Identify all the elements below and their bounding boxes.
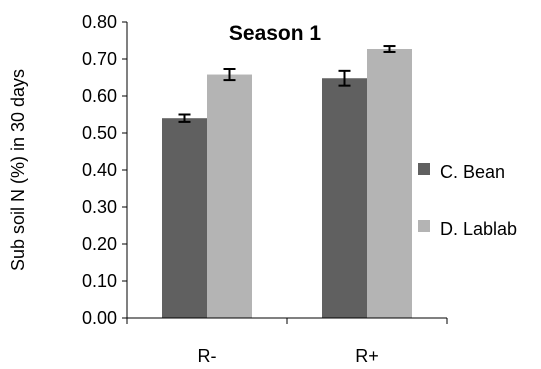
error-bar — [178, 113, 191, 123]
legend-item: D. Lablab — [418, 219, 517, 239]
error-bars — [178, 45, 396, 123]
legend-swatch — [418, 163, 430, 175]
x-tick-label: R+ — [355, 346, 379, 366]
bar — [162, 118, 207, 318]
axes — [126, 22, 447, 319]
y-tick-label: 0.80 — [82, 12, 117, 32]
bar — [367, 49, 412, 318]
y-tick-label: 0.00 — [82, 308, 117, 328]
error-bar — [383, 45, 396, 53]
error-bar — [338, 69, 351, 87]
y-tick-label: 0.60 — [82, 86, 117, 106]
y-axis-label: Sub soil N (%) in 30 days — [8, 69, 28, 271]
y-tick-label: 0.50 — [82, 123, 117, 143]
legend-label: D. Lablab — [440, 219, 517, 239]
y-tick-label: 0.40 — [82, 160, 117, 180]
bar — [322, 78, 367, 319]
y-axis-ticks: 0.00 0.10 0.20 0.30 0.40 0.50 0.60 0.70 0.80 — [82, 12, 127, 328]
bar-series — [162, 49, 412, 319]
error-bar — [223, 67, 236, 82]
y-tick-label: 0.70 — [82, 49, 117, 69]
x-tick-label: R- — [198, 346, 217, 366]
y-tick-label: 0.30 — [82, 197, 117, 217]
legend-item: C. Bean — [418, 162, 505, 182]
y-tick-label: 0.20 — [82, 234, 117, 254]
bar — [207, 74, 252, 318]
legend: C. Bean D. Lablab — [418, 162, 517, 239]
legend-label: C. Bean — [440, 162, 505, 182]
x-axis-ticks: R- R+ — [126, 318, 448, 366]
chart-title: Season 1 — [229, 22, 322, 45]
legend-swatch — [418, 220, 430, 232]
y-tick-label: 0.10 — [82, 271, 117, 291]
